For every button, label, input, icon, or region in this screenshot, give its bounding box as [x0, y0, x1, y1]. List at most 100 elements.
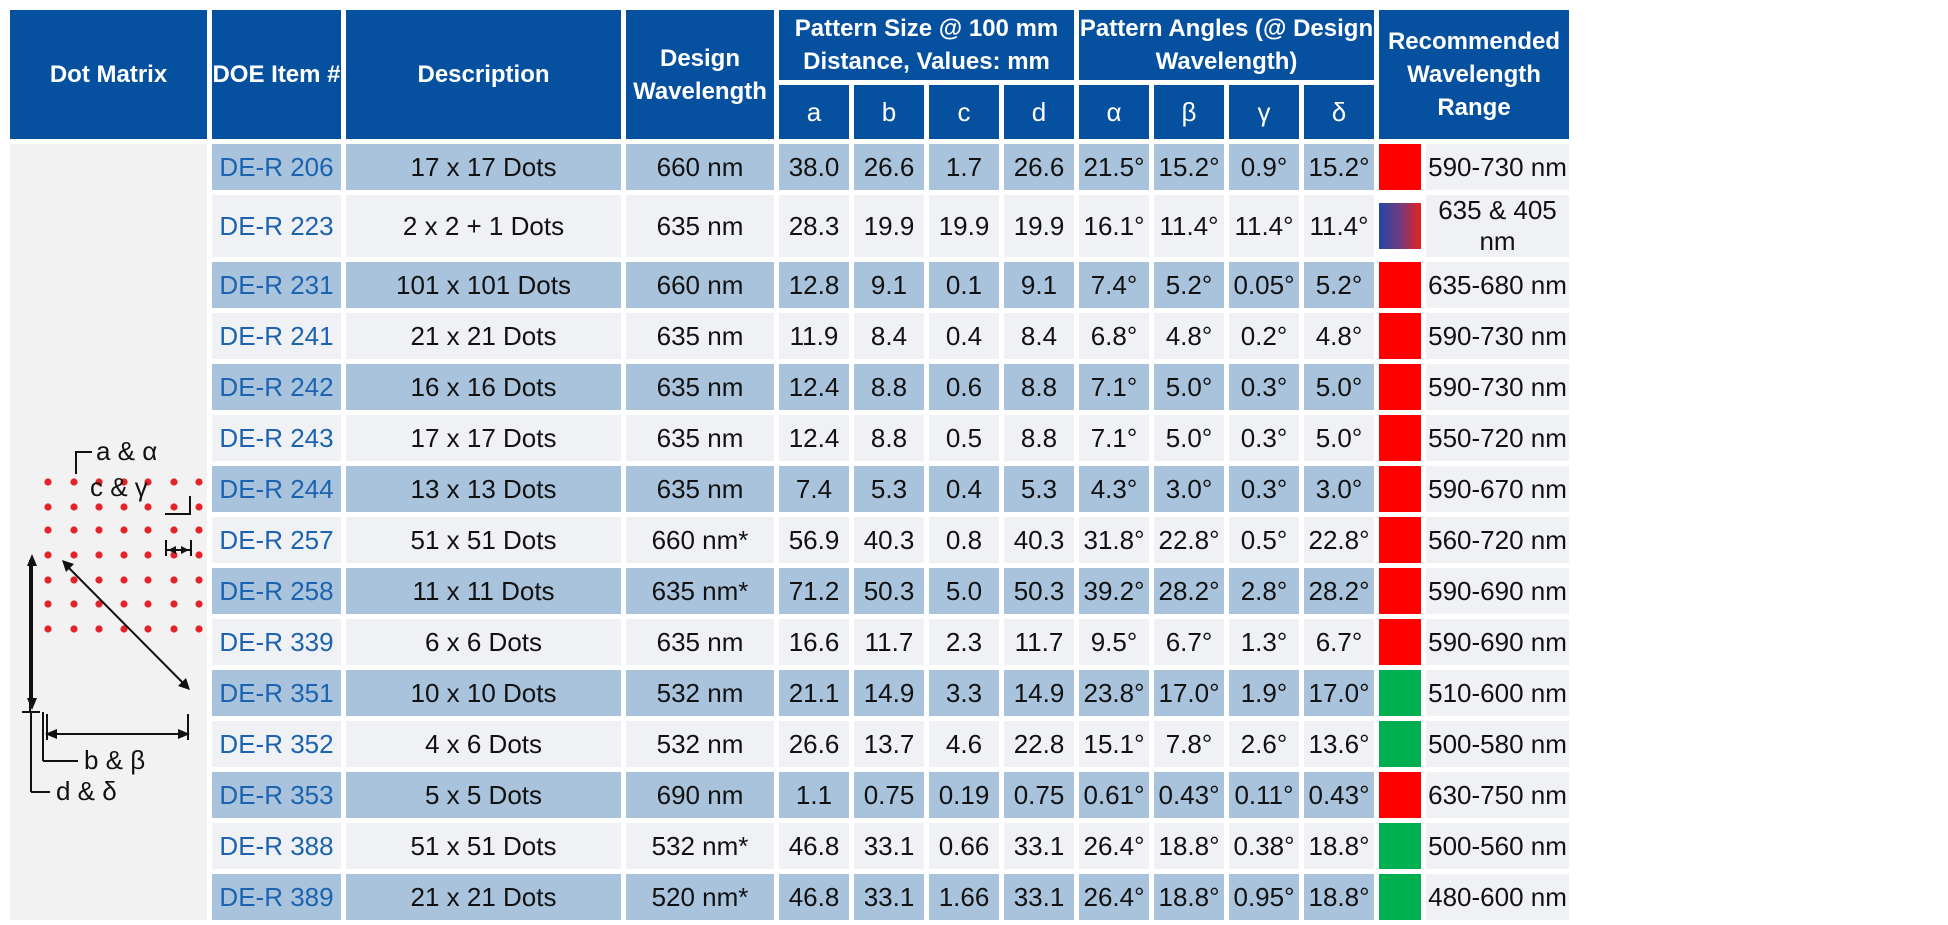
- dot: [195, 503, 203, 511]
- doe-item-link[interactable]: DE-R 353: [212, 772, 341, 818]
- value-gamma-cell: 0.05°: [1229, 262, 1299, 308]
- header-dot-matrix: Dot Matrix: [10, 10, 207, 139]
- doe-item-link[interactable]: DE-R 244: [212, 466, 341, 512]
- value-beta-cell: 22.8°: [1154, 517, 1224, 563]
- arrowheads: [27, 546, 190, 739]
- value-beta-cell: 5.0°: [1154, 364, 1224, 410]
- dot: [170, 526, 178, 534]
- table-row: DE-R 257 51 x 51 Dots 660 nm* 56.9 40.3 0.8 40…: [10, 517, 1569, 563]
- design-wavelength-cell: 660 nm: [626, 144, 774, 190]
- description-cell: 17 x 17 Dots: [346, 144, 621, 190]
- recommended-range-cell: 590-690 nm: [1426, 619, 1569, 665]
- dot: [120, 576, 128, 584]
- doe-item-link[interactable]: DE-R 258: [212, 568, 341, 614]
- value-a-cell: 38.0: [779, 144, 849, 190]
- value-b-cell: 14.9: [854, 670, 924, 716]
- dot: [95, 576, 103, 584]
- table-row: DE-R 389 21 x 21 Dots 520 nm* 46.8 33.1 1.66 3…: [10, 874, 1569, 920]
- value-d-cell: 8.8: [1004, 364, 1074, 410]
- value-delta-cell: 6.7°: [1304, 619, 1374, 665]
- value-c-cell: 0.4: [929, 466, 999, 512]
- dot: [44, 576, 52, 584]
- value-gamma-cell: 0.11°: [1229, 772, 1299, 818]
- dot: [95, 478, 103, 486]
- value-a-cell: 12.4: [779, 364, 849, 410]
- value-d-cell: 11.7: [1004, 619, 1074, 665]
- value-c-cell: 5.0: [929, 568, 999, 614]
- dot: [144, 526, 152, 534]
- value-d-cell: 8.4: [1004, 313, 1074, 359]
- value-alpha-cell: 4.3°: [1079, 466, 1149, 512]
- table-row: DE-R 241 21 x 21 Dots 635 nm 11.9 8.4 0.4 8.4 6…: [10, 313, 1569, 359]
- wavelength-color-swatch: [1379, 568, 1421, 614]
- recommended-range-cell: 500-560 nm: [1426, 823, 1569, 869]
- value-a-cell: 11.9: [779, 313, 849, 359]
- doe-item-link[interactable]: DE-R 231: [212, 262, 341, 308]
- value-c-cell: 0.19: [929, 772, 999, 818]
- value-delta-cell: 0.43°: [1304, 772, 1374, 818]
- description-cell: 4 x 6 Dots: [346, 721, 621, 767]
- doe-item-link[interactable]: DE-R 241: [212, 313, 341, 359]
- doe-item-link[interactable]: DE-R 257: [212, 517, 341, 563]
- label-b-beta: b & β: [84, 745, 145, 775]
- value-alpha-cell: 15.1°: [1079, 721, 1149, 767]
- wavelength-color-swatch: [1379, 195, 1421, 257]
- value-a-cell: 26.6: [779, 721, 849, 767]
- dot: [144, 478, 152, 486]
- wavelength-color-swatch: [1379, 619, 1421, 665]
- dot-grid: [44, 478, 203, 633]
- description-cell: 21 x 21 Dots: [346, 874, 621, 920]
- doe-item-link[interactable]: DE-R 243: [212, 415, 341, 461]
- dot: [170, 625, 178, 633]
- header-b: b: [854, 85, 924, 139]
- value-b-cell: 11.7: [854, 619, 924, 665]
- value-alpha-cell: 0.61°: [1079, 772, 1149, 818]
- value-beta-cell: 3.0°: [1154, 466, 1224, 512]
- doe-item-link[interactable]: DE-R 339: [212, 619, 341, 665]
- value-gamma-cell: 0.95°: [1229, 874, 1299, 920]
- label-c-gamma: c & γ: [90, 472, 148, 502]
- doe-item-link[interactable]: DE-R 352: [212, 721, 341, 767]
- value-beta-cell: 0.43°: [1154, 772, 1224, 818]
- value-alpha-cell: 7.1°: [1079, 415, 1149, 461]
- value-a-cell: 16.6: [779, 619, 849, 665]
- value-b-cell: 0.75: [854, 772, 924, 818]
- swatch-red: [1379, 364, 1421, 410]
- description-cell: 17 x 17 Dots: [346, 415, 621, 461]
- doe-item-link[interactable]: DE-R 242: [212, 364, 341, 410]
- swatch-red: [1379, 517, 1421, 563]
- value-alpha-cell: 26.4°: [1079, 823, 1149, 869]
- value-delta-cell: 5.2°: [1304, 262, 1374, 308]
- dot: [44, 551, 52, 559]
- recommended-range-cell: 590-730 nm: [1426, 144, 1569, 190]
- dot: [70, 478, 78, 486]
- doe-item-link[interactable]: DE-R 389: [212, 874, 341, 920]
- doe-item-link[interactable]: DE-R 223: [212, 195, 341, 257]
- dot: [120, 551, 128, 559]
- value-d-cell: 22.8: [1004, 721, 1074, 767]
- table-row: DE-R 339 6 x 6 Dots 635 nm 16.6 11.7 2.3 11.7 9…: [10, 619, 1569, 665]
- header-design-wavelength: Design Wavelength: [626, 10, 774, 139]
- description-cell: 2 x 2 + 1 Dots: [346, 195, 621, 257]
- value-c-cell: 0.8: [929, 517, 999, 563]
- wavelength-color-swatch: [1379, 874, 1421, 920]
- table-row: DE-R 244 13 x 13 Dots 635 nm 7.4 5.3 0.4 5.3 4.…: [10, 466, 1569, 512]
- design-wavelength-cell: 635 nm: [626, 619, 774, 665]
- value-b-cell: 26.6: [854, 144, 924, 190]
- recommended-range-cell: 560-720 nm: [1426, 517, 1569, 563]
- dot: [70, 551, 78, 559]
- doe-item-link[interactable]: DE-R 206: [212, 144, 341, 190]
- dot: [44, 625, 52, 633]
- recommended-range-cell: 635 & 405 nm: [1426, 195, 1569, 257]
- description-cell: 5 x 5 Dots: [346, 772, 621, 818]
- value-b-cell: 19.9: [854, 195, 924, 257]
- dot: [95, 600, 103, 608]
- dot: [120, 478, 128, 486]
- swatch-red: [1379, 772, 1421, 818]
- design-wavelength-cell: 532 nm: [626, 721, 774, 767]
- design-wavelength-cell: 635 nm: [626, 195, 774, 257]
- doe-item-link[interactable]: DE-R 351: [212, 670, 341, 716]
- table-row: DE-R 223 2 x 2 + 1 Dots 635 nm 28.3 19.9 19.9…: [10, 195, 1569, 257]
- doe-item-link[interactable]: DE-R 388: [212, 823, 341, 869]
